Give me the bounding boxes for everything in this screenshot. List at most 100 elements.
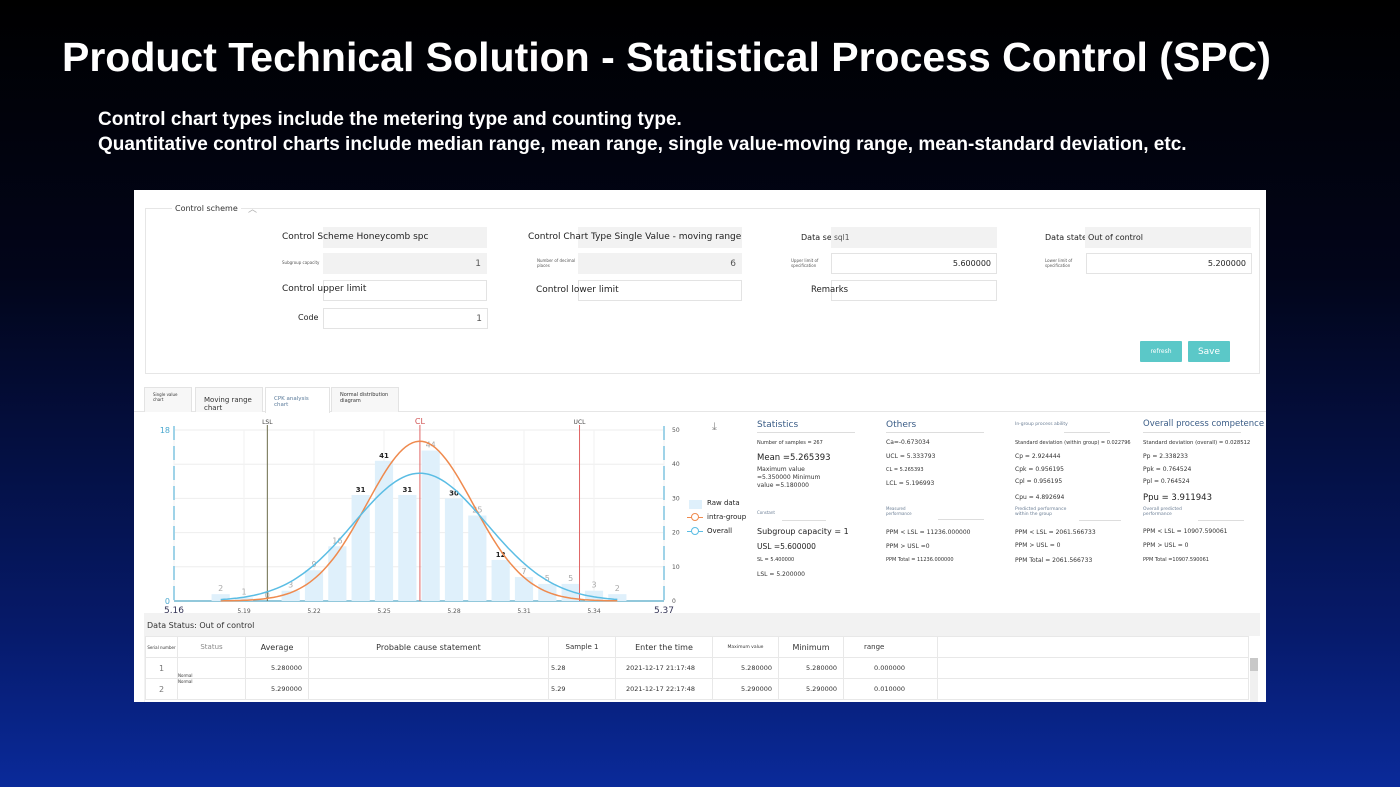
bar-value-label: 30 — [449, 489, 459, 497]
slide-subtitle-1: Control chart types include the metering… — [98, 109, 682, 130]
col-min[interactable]: Minimum — [778, 636, 844, 658]
cell-status: Normal — [177, 678, 246, 700]
col-max[interactable]: Maximum value — [712, 636, 779, 658]
measured-ppm-lsl: PPM < LSL = 11236.000000 — [886, 529, 971, 536]
right-tick-label: 0 — [672, 598, 676, 605]
tab-single-value-chart[interactable]: Single value chart — [144, 387, 192, 412]
col-status[interactable]: Status — [177, 636, 246, 658]
table-scrollbar[interactable] — [1250, 658, 1258, 702]
cl: CL = 5.265393 — [886, 467, 924, 473]
histogram-bar — [374, 460, 394, 601]
ingroup-title: In-group process ability — [1015, 422, 1068, 427]
ref-line-label: CL — [415, 417, 426, 426]
histogram-bar — [304, 570, 324, 601]
cell-filler — [937, 678, 1249, 700]
chart-type-field — [578, 227, 742, 248]
predicted-ppm-total: PPM Total = 2061.566733 — [1015, 557, 1093, 564]
right-tick-label: 10 — [672, 564, 680, 571]
subgroup-field: 1 — [323, 253, 487, 274]
divider — [1143, 432, 1241, 433]
bar-value-label: 3 — [591, 581, 596, 590]
control-scheme-fieldset — [145, 208, 1260, 374]
scheme-field — [323, 227, 487, 248]
right-tick-label: 40 — [672, 461, 680, 468]
cell-sample1: 5.29 — [548, 678, 616, 700]
cell-time: 2021-12-17 22:17:48 — [615, 678, 713, 700]
collapse-chevron-icon[interactable]: ︿ — [248, 205, 258, 215]
cpu: Cpu = 4.892694 — [1015, 494, 1065, 501]
save-button[interactable]: Save — [1188, 341, 1230, 362]
remarks-input[interactable] — [831, 280, 997, 301]
overall-pred-title: Overall predicted performance — [1143, 507, 1182, 517]
table-row[interactable]: 2 Normal 5.290000 5.29 2021-12-17 22:17:… — [145, 678, 1249, 700]
histogram-bar — [514, 577, 534, 601]
bar-value-label: 2 — [218, 584, 223, 593]
bar-value-label: 1 — [241, 588, 246, 597]
datastate-field: Out of control — [1085, 227, 1251, 248]
max-min-line-3: value =5.180000 — [757, 482, 809, 489]
lsl-label: Lower limit of specification — [1045, 258, 1073, 268]
histogram-bar — [468, 515, 487, 601]
tab-normal-distribution-diagram[interactable]: Normal distribution diagram — [331, 387, 399, 412]
bar-value-label: 25 — [472, 506, 482, 515]
ppl: Ppl = 0.764524 — [1143, 478, 1190, 485]
col-sample1[interactable]: Sample 1 — [548, 636, 616, 658]
max-min-line-2: =5.350000 Minimum — [757, 474, 821, 481]
bar-value-label: 3 — [288, 581, 293, 590]
table-header-row: Serial number Status Average Probable ca… — [145, 636, 1249, 658]
legend-overall-label: Overall — [707, 527, 733, 535]
col-serial[interactable]: Serial number — [145, 636, 178, 658]
legend-raw-swatch — [689, 500, 702, 509]
cell-max: 5.290000 — [712, 678, 779, 700]
histogram-bar — [444, 498, 464, 601]
measured-ppm-total: PPM Total = 11236.000000 — [886, 557, 954, 563]
tab-cpk-analysis-chart[interactable]: CPK analysis chart — [265, 387, 330, 413]
scrollbar-thumb[interactable] — [1250, 658, 1258, 671]
samples: Number of samples = 267 — [757, 440, 823, 446]
cell-max: 5.280000 — [712, 657, 779, 679]
x-tick-label: 5.28 — [447, 608, 461, 615]
divider — [938, 519, 984, 520]
lcl-label: Control lower limit — [536, 285, 619, 295]
ucl-input[interactable] — [323, 280, 487, 301]
table-row[interactable]: 1 Normal 5.280000 5.28 2021-12-17 21:17:… — [145, 657, 1249, 679]
table-wrapper: Serial number Status Average Probable ca… — [145, 636, 1260, 702]
right-tick-label: 50 — [672, 427, 680, 434]
divider — [886, 432, 984, 433]
col-cause[interactable]: Probable cause statement — [308, 636, 549, 658]
divider — [757, 432, 855, 433]
code-input[interactable]: 1 — [323, 308, 488, 329]
curve-overall — [220, 472, 618, 601]
slide-subtitle-2: Quantitative control charts include medi… — [98, 134, 1187, 155]
datastate-label: Data state — [1045, 233, 1087, 242]
download-icon[interactable]: ⤓ — [712, 420, 717, 433]
decimals-field: 6 — [578, 253, 742, 274]
tab-moving-range-chart[interactable]: Moving range chart — [195, 387, 263, 412]
x-tick-label: 5.22 — [307, 608, 321, 615]
histogram-bar — [398, 494, 417, 601]
histogram-bar — [421, 450, 440, 601]
cell-cause — [308, 678, 549, 700]
usl-label: Upper limit of specification — [791, 258, 819, 268]
col-average[interactable]: Average — [245, 636, 309, 658]
bar-value-label: 7 — [521, 567, 526, 576]
refresh-button[interactable]: refresh — [1140, 341, 1182, 362]
predicted-ppm-usl: PPM > USL = 0 — [1015, 542, 1061, 549]
remarks-label: Remarks — [811, 285, 849, 295]
histogram-bar — [234, 597, 254, 601]
subgroup-label: Subgroup capacity — [282, 260, 320, 265]
x-tick-label: 5.34 — [587, 608, 601, 615]
dataset-field: sql1 — [831, 227, 997, 248]
col-time[interactable]: Enter the time — [615, 636, 713, 658]
usl-input[interactable]: 5.600000 — [831, 253, 997, 274]
legend-intra-label: intra-group — [707, 513, 747, 521]
cell-status: Normal — [177, 657, 246, 679]
col-range[interactable]: range — [843, 636, 938, 658]
lsl-input[interactable]: 5.200000 — [1086, 253, 1252, 274]
constant-title: Constant — [757, 510, 775, 515]
cell-serial: 2 — [145, 678, 178, 700]
lcl-input[interactable] — [578, 280, 742, 301]
decimals-label: Number of decimal places — [537, 258, 576, 268]
others-title: Others — [886, 420, 917, 430]
curve-intra-group — [220, 440, 618, 602]
